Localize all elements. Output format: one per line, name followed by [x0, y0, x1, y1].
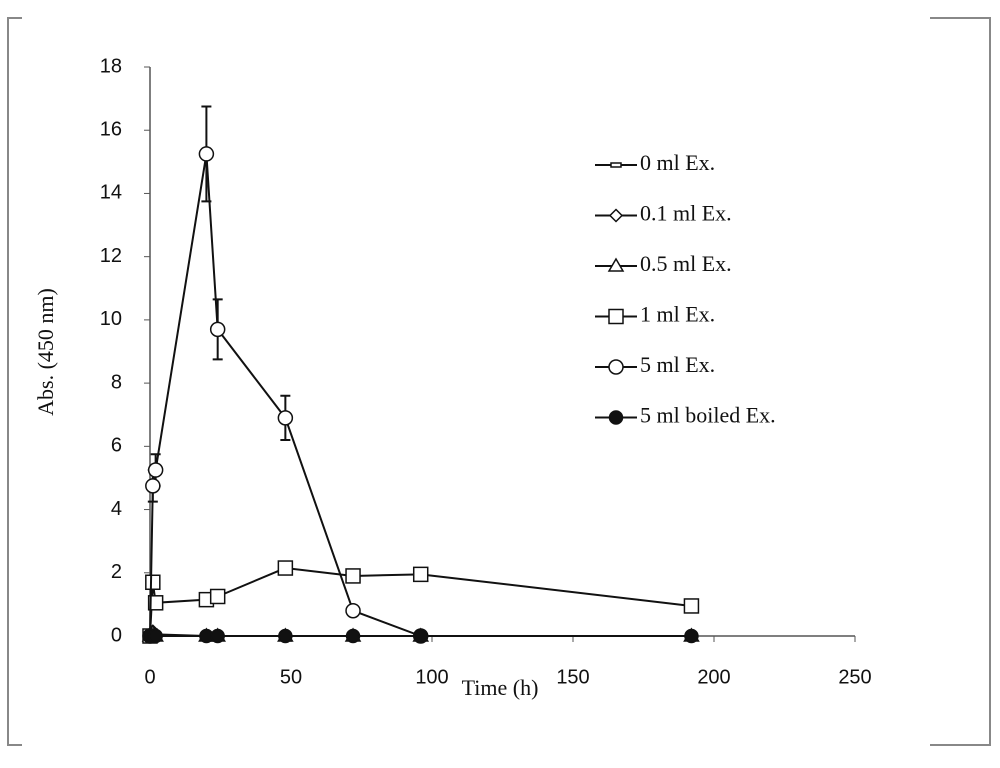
y-tick-label: 18: [100, 55, 122, 77]
x-tick-label: 200: [697, 666, 730, 688]
legend-label: 5 ml Ex.: [640, 352, 715, 377]
marker: [413, 628, 428, 644]
marker: [209, 321, 226, 338]
y-tick-label: 6: [111, 435, 122, 457]
marker: [345, 602, 361, 619]
legend-marker: [608, 410, 624, 425]
marker: [277, 560, 294, 576]
x-tick-label: 250: [838, 666, 871, 688]
legend-marker: [607, 257, 625, 272]
legend-label: 5 ml boiled Ex.: [640, 403, 776, 428]
y-axis-label: Abs. (450 nm): [33, 288, 58, 416]
marker: [147, 595, 164, 611]
y-tick-label: 10: [100, 308, 122, 330]
marker: [345, 628, 361, 644]
marker: [147, 462, 164, 478]
y-tick-label: 2: [111, 561, 122, 583]
x-tick-label: 150: [556, 666, 589, 688]
marker: [278, 628, 293, 644]
y-tick-label: 14: [100, 182, 122, 204]
marker: [277, 410, 294, 426]
y-tick-label: 8: [111, 371, 122, 393]
marker: [148, 628, 163, 644]
y-tick-label: 12: [100, 245, 122, 267]
legend-marker: [608, 308, 624, 325]
legend-marker: [610, 162, 622, 168]
legend-label: 0 ml Ex.: [640, 150, 715, 175]
marker: [198, 146, 215, 162]
legend-label: 0.1 ml Ex.: [640, 201, 732, 226]
legend-label: 0.5 ml Ex.: [640, 251, 732, 276]
marker: [412, 566, 429, 583]
marker: [210, 628, 225, 644]
legend-marker: [608, 359, 624, 375]
legend-marker: [608, 208, 624, 223]
marker: [345, 568, 361, 584]
x-tick-label: 0: [144, 666, 155, 688]
marker: [683, 598, 700, 614]
x-tick-label: 100: [415, 666, 448, 688]
legend-label: 1 ml Ex.: [640, 302, 715, 327]
y-tick-label: 4: [111, 498, 122, 520]
frame-left: [7, 17, 22, 746]
marker: [209, 588, 226, 605]
x-axis-label: Time (h): [462, 675, 539, 700]
y-tick-label: 0: [111, 624, 122, 646]
x-tick-label: 50: [280, 666, 302, 688]
marker: [684, 628, 699, 644]
y-tick-label: 16: [100, 119, 122, 141]
marker: [145, 574, 161, 591]
marker: [145, 478, 161, 494]
frame-right: [930, 17, 991, 746]
